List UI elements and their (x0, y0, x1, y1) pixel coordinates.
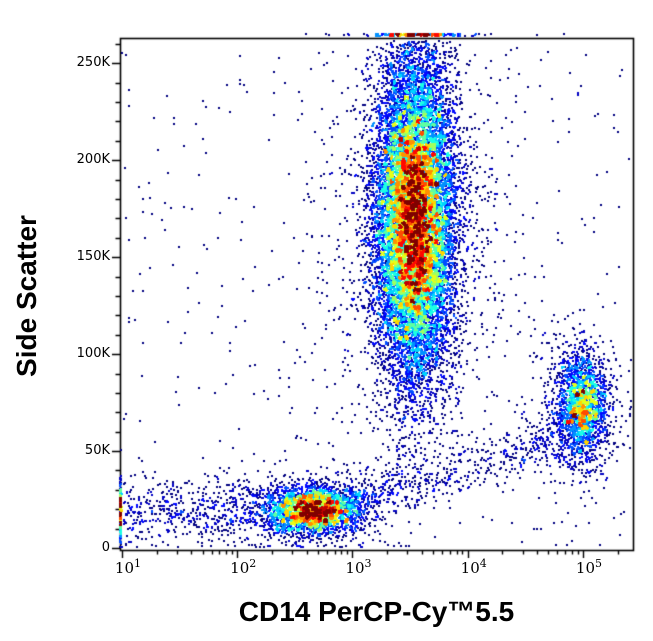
y-axis-title: Side Scatter (11, 215, 42, 377)
x-axis-title: CD14 PerCP-Cy™5.5 (238, 596, 515, 627)
